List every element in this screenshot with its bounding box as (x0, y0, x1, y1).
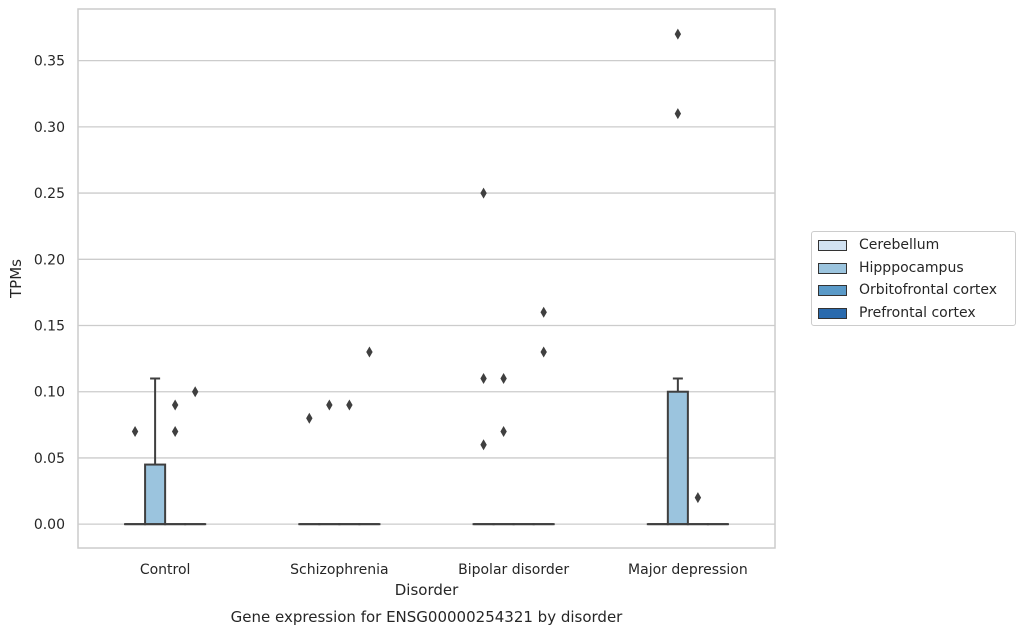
outlier-point (480, 372, 487, 384)
legend-swatch (818, 284, 847, 296)
legend-item-orbitofrontal-cortex: Orbitofrontal cortex (818, 281, 997, 299)
outlier-point (131, 425, 139, 437)
legend-swatch (818, 307, 847, 319)
x-tick-label: Major depression (628, 562, 748, 578)
legend-swatch (818, 239, 847, 251)
x-tick-labels: Control Schizophrenia Bipolar disorder Majo… (140, 562, 748, 578)
legend-item-prefrontal-cortex: Prefrontal cortex (818, 304, 976, 322)
x-tick-label: Schizophrenia (290, 562, 388, 578)
y-tick-label: 0.30 (34, 120, 65, 136)
outlier-point (306, 412, 313, 424)
box-group (318, 399, 341, 526)
y-tick-label: 0.20 (34, 252, 65, 268)
box (144, 463, 167, 526)
outlier-point (674, 108, 682, 120)
chart-title: Gene expression for ENSG00000254321 by d… (231, 608, 624, 626)
y-axis-label: TPMs (7, 259, 25, 299)
outlier-point (674, 28, 682, 40)
box-group (184, 386, 207, 526)
y-tick-label: 0.35 (34, 54, 65, 70)
outlier-point (480, 187, 487, 199)
box-group (666, 28, 689, 526)
legend-item-cerebellum: Cerebellum (818, 236, 939, 254)
box-group (532, 306, 555, 526)
legend: Cerebellum Hipppocampus Orbitofrontal co… (811, 231, 1016, 326)
outlier-point (191, 386, 199, 398)
y-tick-label: 0.25 (34, 186, 65, 202)
box-group (472, 187, 495, 526)
outlier-point (540, 306, 547, 318)
outlier-point (171, 425, 179, 437)
y-tick-label: 0.05 (34, 451, 65, 467)
outlier-point (500, 425, 507, 437)
x-axis-label: Disorder (395, 581, 459, 599)
y-tick-label: 0.10 (34, 385, 65, 401)
legend-swatch (818, 262, 847, 274)
outlier-point (171, 399, 179, 411)
x-tick-label: Bipolar disorder (458, 562, 569, 578)
plot-frame (77, 8, 776, 549)
box-group (492, 372, 515, 526)
box-group (358, 346, 381, 526)
y-tick-labels: 0.00 0.05 0.10 0.15 0.20 0.25 0.30 0.35 (34, 54, 65, 534)
box-series (124, 28, 729, 526)
box-group (144, 377, 167, 526)
legend-label: Cerebellum (859, 237, 940, 253)
box (666, 390, 689, 526)
y-tick-label: 0.00 (34, 517, 65, 533)
outlier-point (540, 346, 547, 358)
outlier-point (366, 346, 373, 358)
outlier-point (480, 439, 487, 451)
x-tick-label: Control (140, 562, 191, 578)
outlier-point (346, 399, 353, 411)
legend-label: Prefrontal cortex (859, 305, 976, 321)
outlier-point (500, 372, 507, 384)
y-tick-label: 0.15 (34, 319, 65, 335)
outlier-point (326, 399, 333, 411)
legend-label: Hipppocampus (859, 260, 964, 276)
legend-item-hippocampus: Hipppocampus (818, 259, 964, 277)
legend-label: Orbitofrontal cortex (859, 282, 997, 298)
outlier-point (694, 492, 702, 504)
